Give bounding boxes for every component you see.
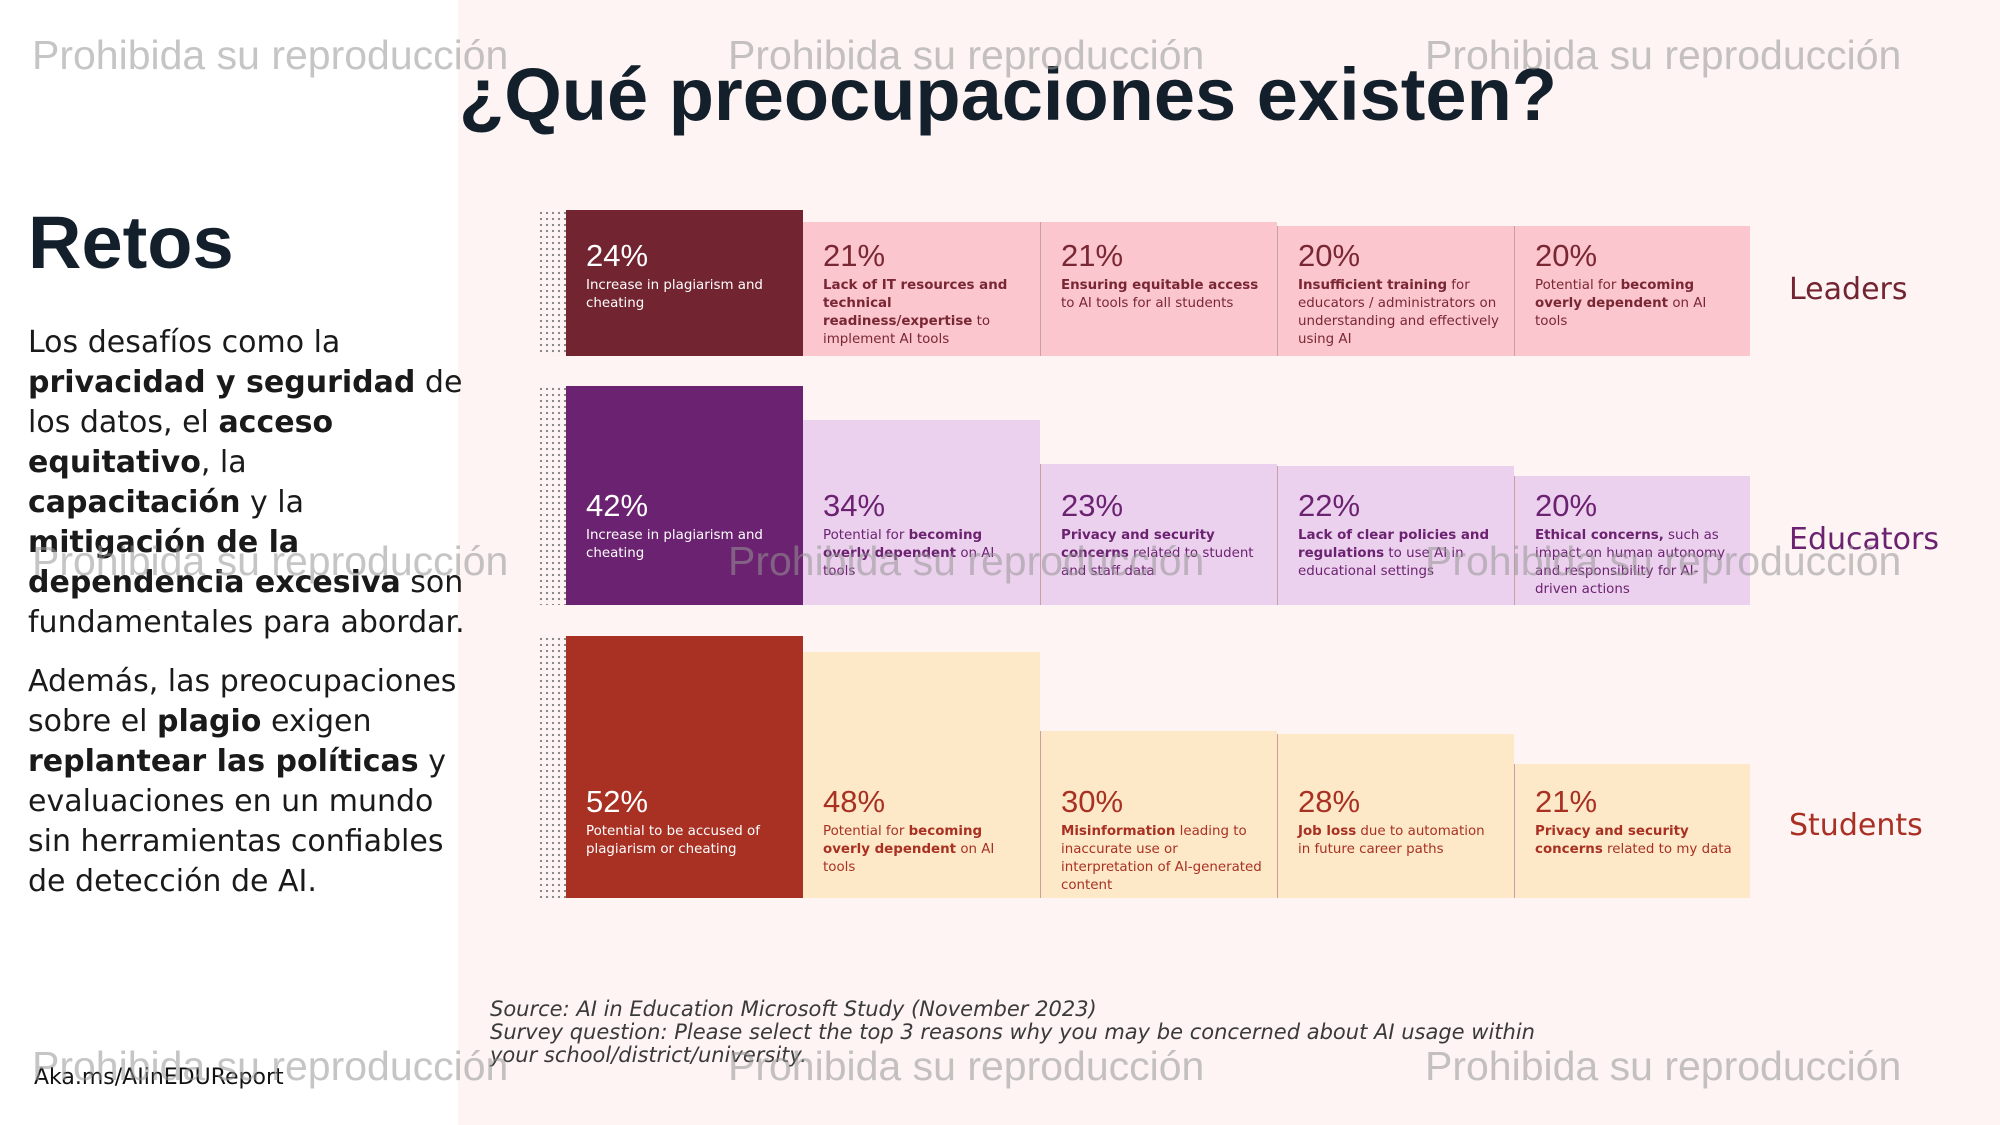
students-concern-5: 21% Privacy and security concerns relate… bbox=[1514, 764, 1750, 898]
leaders-label: Leaders bbox=[1789, 272, 1908, 307]
educators-concern-3-desc: Privacy and security concerns related to… bbox=[1061, 528, 1254, 579]
educators-concern-4: 22% Lack of clear policies and regulatio… bbox=[1277, 466, 1514, 605]
students-row: 52% Potential to be accused of plagiaris… bbox=[538, 636, 1838, 898]
source-note: Source: AI in Education Microsoft Study … bbox=[490, 997, 1535, 1067]
educators-concern-4-desc: Lack of clear policies and regulations t… bbox=[1298, 528, 1490, 579]
leaders-dot-pattern bbox=[538, 210, 566, 356]
plagiarism-paragraph: Además, las preocupaciones sobre el plag… bbox=[28, 664, 457, 899]
source-line-2: Survey question: Please select the top 3… bbox=[490, 1020, 1535, 1044]
leaders-concern-3: 21% Ensuring equitable access to AI tool… bbox=[1040, 222, 1277, 356]
leaders-concern-2-desc: Lack of IT resources and technical readi… bbox=[823, 278, 1008, 347]
students-concern-1-desc: Potential to be accused of plagiarism or… bbox=[586, 824, 760, 857]
educators-concern-1-desc: Increase in plagiarism and cheating bbox=[586, 528, 763, 561]
leaders-concern-5: 20% Potential for becoming overly depend… bbox=[1514, 226, 1750, 356]
educators-concern-2-desc: Potential for becoming overly dependent … bbox=[823, 528, 995, 579]
students-concern-4: 28% Job loss due to automation in future… bbox=[1277, 734, 1514, 898]
leaders-concern-4: 20% Insufficient training for educators … bbox=[1277, 226, 1514, 356]
educators-row: 42% Increase in plagiarism and cheating … bbox=[538, 386, 1838, 605]
educators-concern-5-desc: Ethical concerns, such as impact on huma… bbox=[1535, 528, 1726, 597]
students-concern-4-desc: Job loss due to automation in future car… bbox=[1298, 824, 1485, 857]
students-concern-5-pct: 21% bbox=[1535, 784, 1598, 819]
students-concern-2-desc: Potential for becoming overly dependent … bbox=[823, 824, 995, 875]
educators-concern-2: 34% Potential for becoming overly depend… bbox=[803, 420, 1040, 605]
students-concern-3-desc: Misinformation leading to inaccurate use… bbox=[1061, 824, 1262, 893]
students-concern-5-desc: Privacy and security concerns related to… bbox=[1535, 824, 1732, 857]
students-concern-3-pct: 30% bbox=[1061, 784, 1124, 819]
educators-concern-2-pct: 34% bbox=[823, 488, 886, 523]
educators-concern-1-pct: 42% bbox=[586, 488, 649, 523]
leaders-row: 24% Increase in plagiarism and cheating … bbox=[538, 210, 1838, 356]
leaders-concern-2: 21% Lack of IT resources and technical r… bbox=[803, 222, 1040, 356]
challenges-paragraph: Los desafíos como la privacidad y seguri… bbox=[28, 325, 465, 640]
students-concern-1: 52% Potential to be accused of plagiaris… bbox=[566, 636, 803, 898]
students-concern-2: 48% Potential for becoming overly depend… bbox=[803, 652, 1040, 898]
educators-concern-5: 20% Ethical concerns, such as impact on … bbox=[1514, 476, 1750, 605]
report-link[interactable]: Aka.ms/AIinEDUReport bbox=[34, 1065, 284, 1090]
leaders-concern-4-desc: Insufficient training for educators / ad… bbox=[1298, 278, 1499, 347]
students-concern-3: 30% Misinformation leading to inaccurate… bbox=[1040, 731, 1277, 898]
source-line-1: Source: AI in Education Microsoft Study … bbox=[490, 997, 1097, 1021]
students-concern-4-pct: 28% bbox=[1298, 784, 1361, 819]
leaders-concern-4-pct: 20% bbox=[1298, 238, 1361, 273]
section-heading: Retos bbox=[28, 201, 234, 284]
educators-concern-4-pct: 22% bbox=[1298, 488, 1361, 523]
students-label: Students bbox=[1789, 808, 1923, 843]
educators-concern-3-pct: 23% bbox=[1061, 488, 1124, 523]
educators-concern-1: 42% Increase in plagiarism and cheating bbox=[566, 386, 803, 605]
leaders-concern-1-pct: 24% bbox=[586, 238, 649, 273]
students-concern-1-pct: 52% bbox=[586, 784, 649, 819]
educators-concern-5-pct: 20% bbox=[1535, 488, 1598, 523]
educators-label: Educators bbox=[1789, 522, 1939, 557]
leaders-concern-1-desc: Increase in plagiarism and cheating bbox=[586, 278, 763, 311]
students-dot-pattern bbox=[538, 636, 566, 898]
students-concern-2-pct: 48% bbox=[823, 784, 886, 819]
watermark: Prohibida su reproducción bbox=[32, 32, 509, 78]
educators-concern-3: 23% Privacy and security concerns relate… bbox=[1040, 464, 1277, 605]
educators-dot-pattern bbox=[538, 386, 566, 605]
leaders-concern-5-pct: 20% bbox=[1535, 238, 1598, 273]
leaders-concern-3-pct: 21% bbox=[1061, 238, 1124, 273]
leaders-concern-5-desc: Potential for becoming overly dependent … bbox=[1535, 278, 1707, 329]
source-line-3: your school/district/university. bbox=[490, 1043, 807, 1067]
leaders-concern-2-pct: 21% bbox=[823, 238, 886, 273]
leaders-concern-1: 24% Increase in plagiarism and cheating bbox=[566, 210, 803, 356]
page-title: ¿Qué preocupaciones existen? bbox=[459, 53, 1557, 136]
leaders-concern-3-desc: Ensuring equitable access to AI tools fo… bbox=[1061, 278, 1259, 311]
